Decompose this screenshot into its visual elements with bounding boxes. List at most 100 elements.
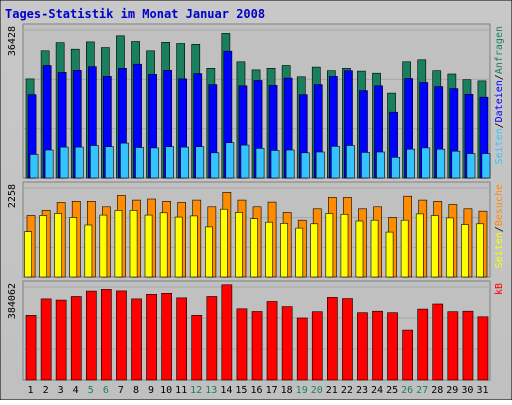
x-tick-label-day-6: 6	[103, 385, 109, 396]
bar-kb-day-2	[40, 298, 52, 381]
x-tick-label-day-26: 26	[401, 385, 413, 396]
bar-kb-day-28	[432, 303, 444, 381]
x-tick-label-day-28: 28	[431, 385, 443, 396]
bar-kb-day-19	[296, 317, 308, 381]
bar-seiten-day-10	[159, 212, 168, 278]
bar-seiten-day-18	[285, 149, 295, 179]
bar-seiten-day-9	[144, 214, 153, 278]
x-tick-label-day-10: 10	[160, 385, 172, 396]
legend-entry: /	[494, 74, 505, 80]
x-tick-label-day-19: 19	[296, 385, 308, 396]
bar-seiten-day-26	[400, 219, 409, 278]
bar-seiten-day-28	[436, 148, 446, 179]
bar-seiten-day-20	[310, 223, 319, 278]
x-tick-label-day-30: 30	[461, 385, 473, 396]
x-tick-label-day-7: 7	[118, 385, 124, 396]
bar-seiten-day-3	[54, 213, 62, 278]
panel-top-max-label: 36428	[7, 26, 18, 56]
x-tick-label-day-20: 20	[311, 385, 323, 396]
bar-seiten-day-11	[174, 216, 183, 278]
bar-seiten-day-21	[330, 146, 340, 179]
panel-middle: 2258 Seiten/Besuche	[7, 181, 505, 278]
bar-kb-day-11	[176, 297, 188, 381]
x-tick-label-day-5: 5	[88, 385, 94, 396]
x-tick-label-day-24: 24	[371, 385, 383, 396]
x-tick-label-day-21: 21	[326, 385, 338, 396]
x-tick-label-day-9: 9	[148, 385, 154, 396]
chart-title: Tages-Statistik im Monat Januar 2008	[5, 7, 265, 21]
bar-seiten-day-14	[225, 142, 235, 179]
bar-seiten-day-25	[385, 231, 394, 278]
bar-kb-day-5	[86, 290, 97, 381]
x-tick-label-day-14: 14	[220, 385, 232, 396]
bar-seiten-day-5	[84, 224, 93, 278]
bar-seiten-day-24	[370, 219, 379, 278]
bar-seiten-day-21	[325, 213, 334, 278]
bar-seiten-day-16	[255, 148, 265, 179]
bar-seiten-day-2	[44, 149, 54, 179]
bar-kb-day-22	[342, 298, 353, 381]
bar-seiten-day-18	[280, 223, 289, 278]
bar-seiten-day-22	[340, 214, 349, 278]
bar-kb-day-16	[251, 311, 263, 381]
bar-kb-day-23	[357, 312, 368, 381]
legend-entry: /	[494, 122, 505, 128]
bar-seiten-day-13	[205, 226, 213, 278]
panel-middle-max-label: 2258	[7, 184, 18, 208]
bar-kb-day-27	[417, 308, 429, 381]
bar-seiten-day-3	[59, 146, 69, 179]
bar-kb-day-31	[477, 316, 489, 381]
bar-seiten-day-6	[99, 214, 108, 278]
bar-seiten-day-15	[235, 212, 243, 278]
bar-seiten-day-15	[240, 144, 250, 179]
bar-kb-day-18	[281, 306, 293, 381]
bar-seiten-day-14	[220, 208, 228, 278]
bar-kb-day-7	[116, 290, 127, 381]
legend-entry: Besuche	[494, 184, 505, 226]
bar-kb-day-10	[161, 292, 173, 381]
panel-middle-legend: Seiten/Besuche	[494, 184, 505, 268]
panel-top-legend: Seiten/Dateien/Anfragen	[494, 26, 505, 165]
legend-entry: Anfragen	[494, 26, 505, 74]
bar-seiten-day-20	[315, 151, 325, 179]
bar-seiten-day-24	[376, 151, 385, 179]
bar-seiten-day-9	[150, 147, 159, 179]
bar-kb-day-8	[131, 298, 142, 381]
bar-seiten-day-4	[74, 146, 84, 179]
bar-seiten-day-30	[466, 153, 476, 179]
bar-seiten-day-16	[250, 218, 258, 278]
bar-seiten-day-1	[24, 231, 32, 278]
bar-seiten-day-12	[195, 146, 205, 179]
bar-kb-day-3	[55, 299, 67, 381]
x-tick-label-day-15: 15	[235, 385, 247, 396]
x-tick-label-day-11: 11	[175, 385, 187, 396]
x-tick-label-day-23: 23	[356, 385, 368, 396]
bar-kb-day-25	[387, 312, 398, 381]
panel-bottom-max-label: 384062	[7, 283, 18, 319]
bar-kb-day-4	[70, 296, 82, 381]
bar-kb-day-30	[462, 310, 474, 381]
bar-seiten-day-19	[295, 227, 304, 278]
bar-kb-day-15	[236, 308, 248, 381]
x-tick-label-day-16: 16	[250, 385, 262, 396]
panel-bottom-legend: kB	[494, 283, 505, 295]
bar-kb-day-9	[146, 293, 157, 381]
bar-seiten-day-22	[346, 145, 355, 179]
bar-seiten-day-6	[105, 146, 114, 179]
bar-kb-day-14	[221, 284, 233, 381]
bar-seiten-day-8	[135, 147, 144, 179]
x-tick-label-day-12: 12	[190, 385, 202, 396]
legend-entry: /	[494, 226, 505, 232]
bar-seiten-day-31	[481, 153, 491, 179]
bar-kb-day-12	[191, 314, 203, 381]
bar-seiten-day-29	[445, 217, 454, 278]
bar-seiten-day-28	[430, 215, 439, 278]
bar-seiten-day-25	[391, 157, 400, 179]
bar-seiten-day-26	[406, 148, 416, 179]
x-tick-label-day-13: 13	[205, 385, 217, 396]
bar-seiten-day-1	[29, 154, 39, 179]
bar-seiten-day-17	[265, 221, 273, 278]
x-tick-label-day-25: 25	[386, 385, 398, 396]
